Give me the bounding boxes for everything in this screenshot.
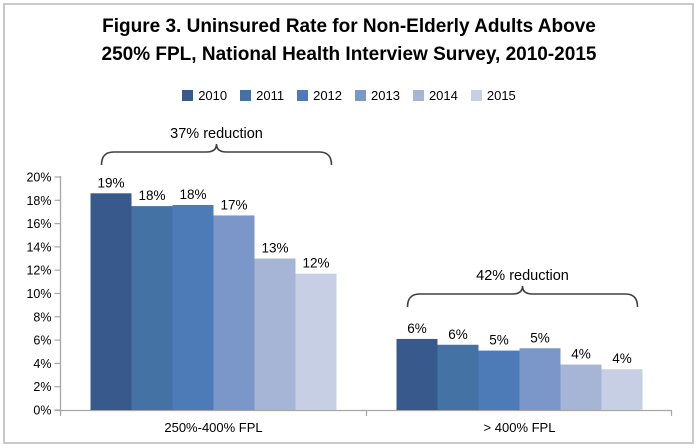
legend-swatch-icon [412,90,424,101]
bar-2014-group2 [560,364,602,410]
reduction-brace [406,285,639,308]
reduction-brace [100,143,333,166]
legend-swatch-icon [355,90,367,101]
x-axis-category-label: 250%-400% FPL [164,420,262,435]
bar-data-label: 6% [448,327,468,342]
legend-swatch-icon [470,90,482,101]
legend-label: 2014 [428,88,458,103]
legend-swatch-icon [240,90,252,101]
legend-label: 2013 [371,88,400,103]
bar-data-label: 17% [220,197,247,212]
legend-swatch-icon [182,90,194,101]
y-axis-tick-label: 4% [33,357,51,371]
y-axis-tick-label: 18% [26,194,51,208]
bar-2011-group1 [131,206,173,410]
chart-title-line-2: 250% FPL, National Health Interview Surv… [101,44,597,65]
legend-item-2011: 2011 [240,88,284,103]
y-axis-tick-label: 2% [33,380,51,394]
reduction-annotation-label: 37% reduction [170,126,263,142]
bar-data-label: 4% [612,351,632,366]
legend-item-2015: 2015 [470,88,516,103]
legend-item-2014: 2014 [412,88,458,103]
y-axis-tick-label: 16% [26,217,51,231]
bar-2010-group2 [396,338,438,410]
reduction-annotation-label: 42% reduction [476,268,569,284]
y-axis-tick-label: 6% [33,334,51,348]
legend-label: 2012 [313,88,343,103]
bar-2012-group1 [172,204,214,410]
legend-swatch-icon [297,90,309,101]
bar-2011-group2 [437,344,479,410]
bar-2014-group1 [254,258,296,410]
chart-title: Figure 3. Uninsured Rate for Non-Elderly… [0,13,698,69]
y-axis-tick-label: 8% [33,310,51,324]
legend-item-2013: 2013 [355,88,400,103]
bar-data-label: 18% [179,187,206,202]
bar-data-label: 18% [138,188,165,203]
y-axis-tick-label: 14% [26,240,51,254]
bar-2015-group2 [601,369,643,410]
bar-data-label: 5% [530,330,550,345]
legend-label: 2011 [256,88,285,103]
y-axis-tick-label: 20% [26,171,51,185]
chart-title-line-1: Figure 3. Uninsured Rate for Non-Elderly… [102,16,596,37]
bar-data-label: 5% [489,333,509,348]
legend: 2010 2011 2012 2013 2014 2015 [0,88,698,103]
bar-data-label: 4% [571,347,591,362]
y-axis-tick-label: 12% [26,264,51,278]
legend-label: 2010 [198,88,228,103]
bar-data-label: 12% [302,256,329,271]
bar-2013-group1 [213,215,255,410]
bar-data-label: 19% [97,175,124,190]
y-axis-tick-label: 10% [26,287,51,301]
legend-item-2012: 2012 [297,88,342,103]
bar-data-label: 13% [261,241,288,256]
bar-2012-group2 [478,350,520,410]
bar-2013-group2 [519,348,561,410]
bar-data-label: 6% [407,321,427,336]
legend-label: 2015 [486,88,516,103]
bar-2010-group1 [90,193,132,410]
legend-item-2010: 2010 [182,88,227,103]
bar-2015-group1 [295,273,337,410]
x-axis-category-label: > 400% FPL [484,420,556,435]
y-axis-tick-label: 0% [33,404,51,418]
